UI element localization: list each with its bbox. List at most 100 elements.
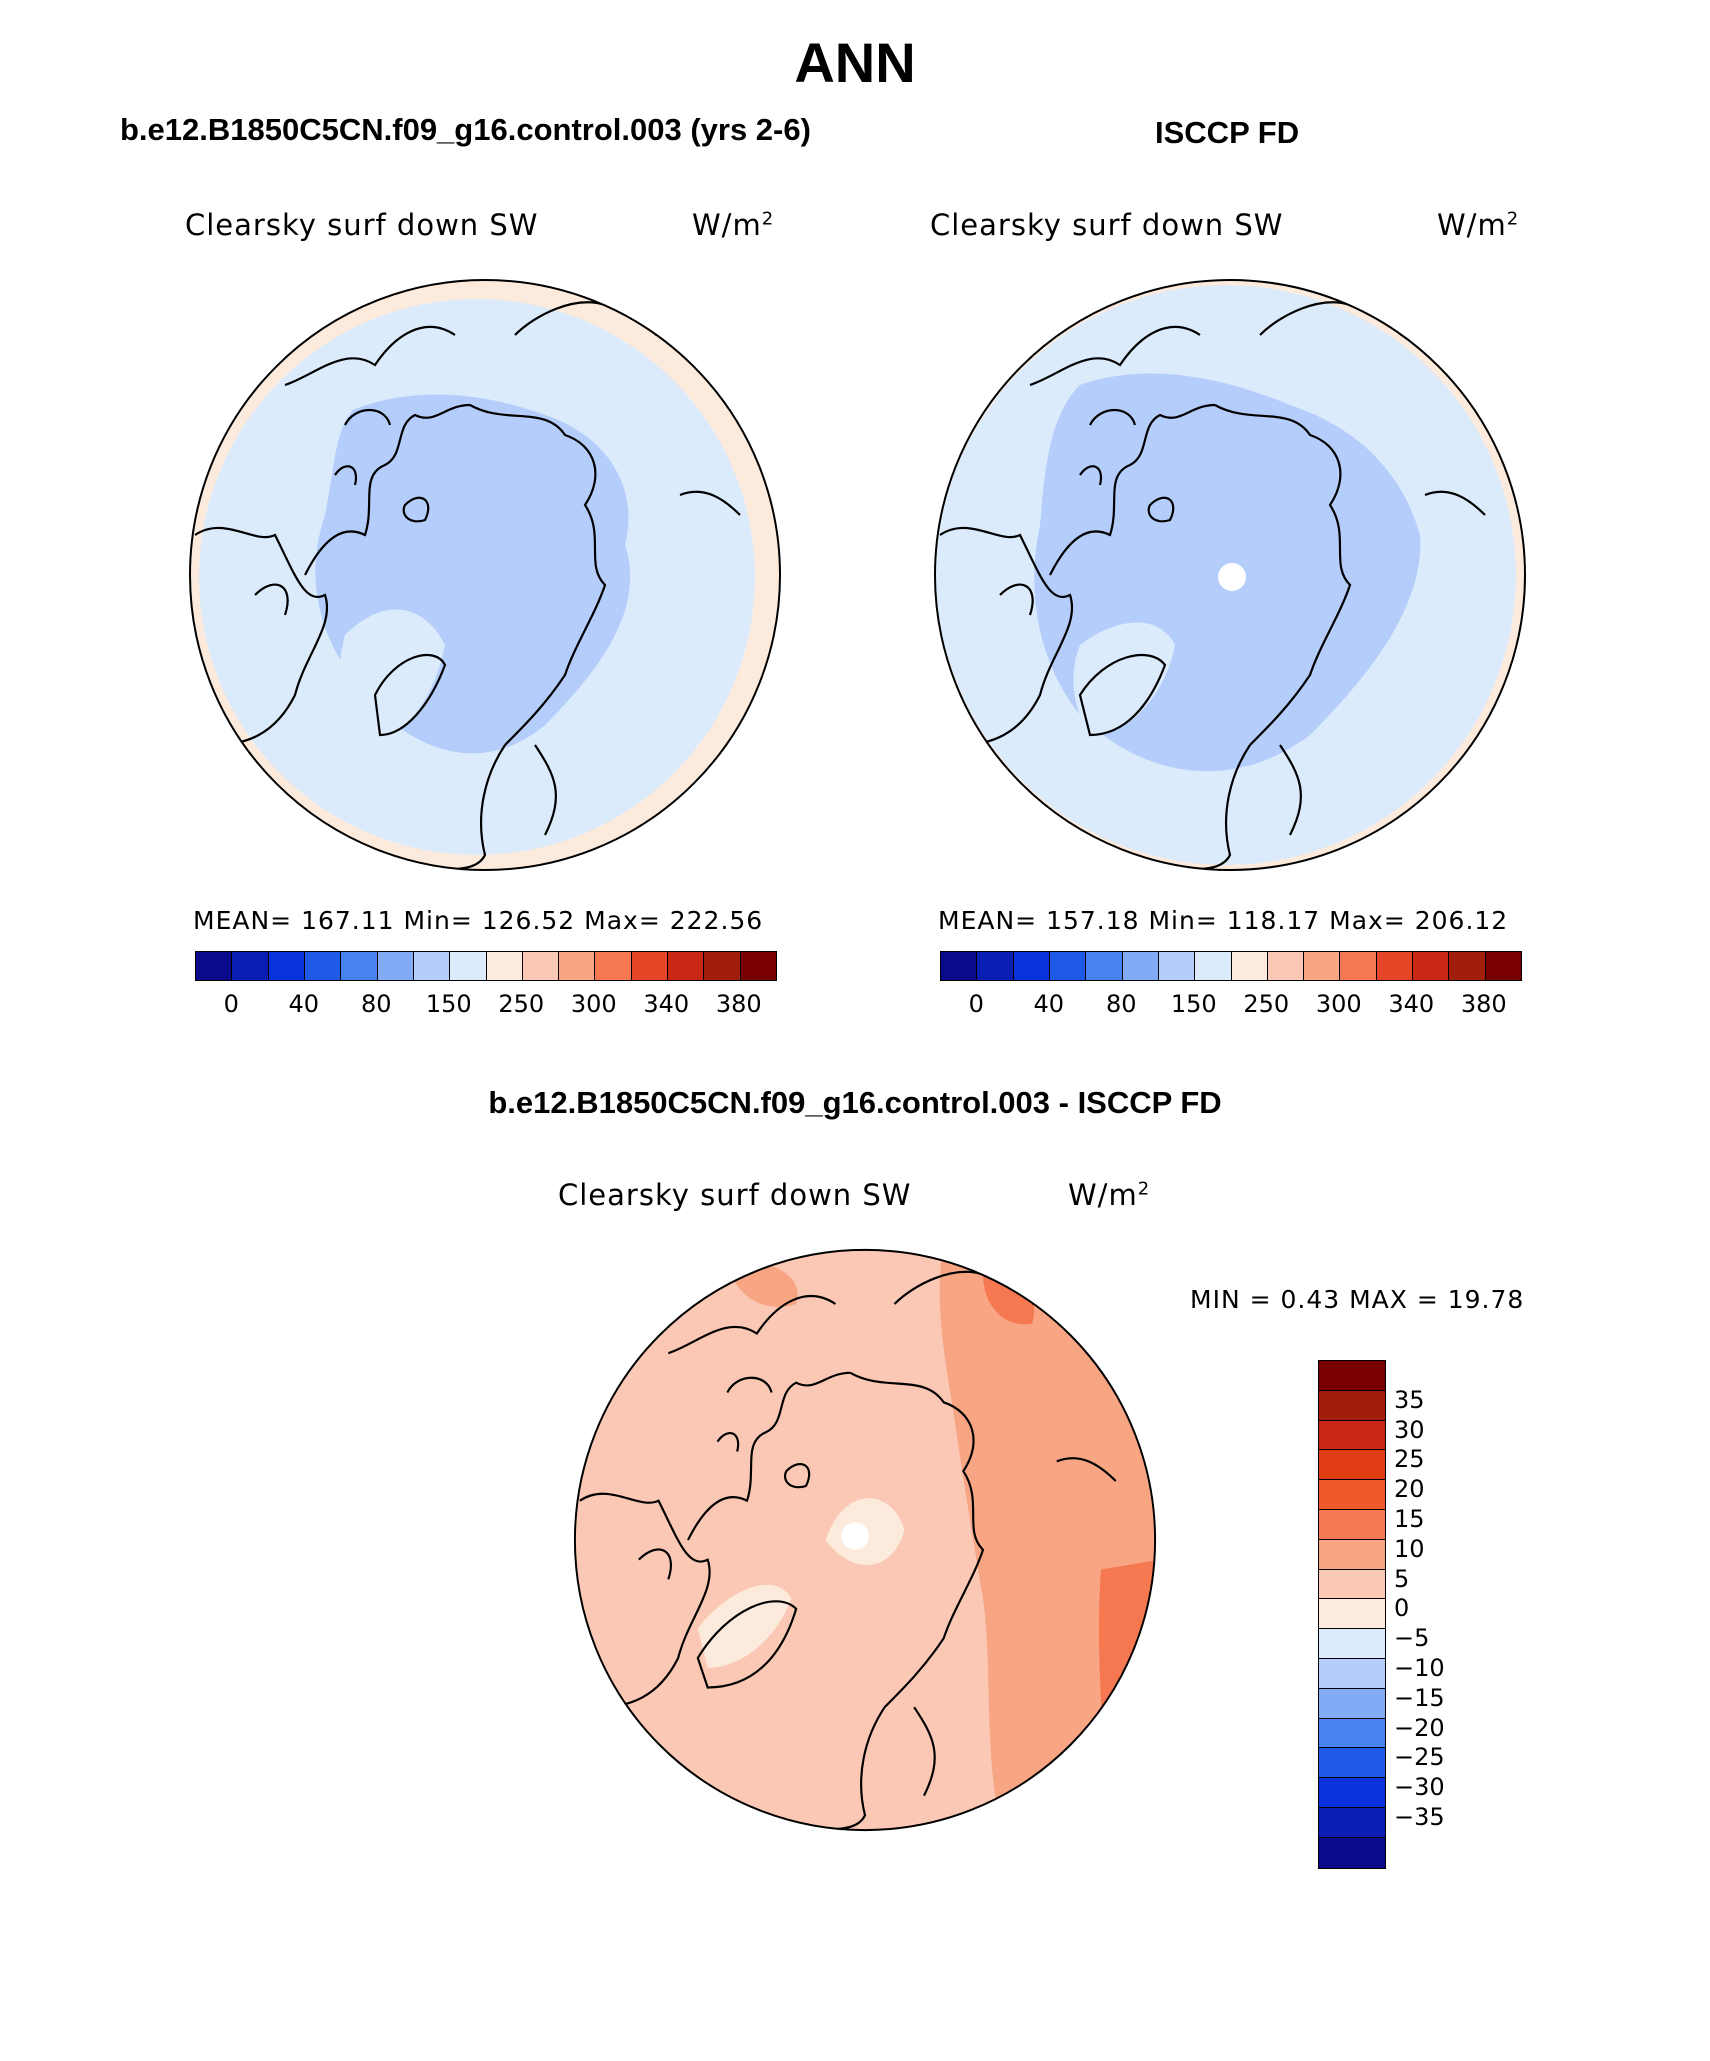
variable-label: Clearsky surf down SW <box>185 208 539 242</box>
colorbar-tick-label: 150 <box>1170 990 1217 1018</box>
colorbar-swatch <box>1340 952 1377 980</box>
colorbar-swatch <box>1122 952 1159 980</box>
map-boundary <box>573 1248 1157 1832</box>
colorbar-tick-label: 250 <box>498 990 545 1018</box>
colorbar-ticks-model: 0 40 80 150 250 300 340 380 <box>195 990 775 1020</box>
colorbar-tick-label: 25 <box>1394 1445 1425 1474</box>
colorbar-tick-label: 40 <box>1033 990 1065 1018</box>
map-fill-greenland <box>1073 622 1175 735</box>
colorbar-swatch <box>450 952 487 980</box>
colorbar-tick-label: 250 <box>1243 990 1290 1018</box>
colorbar-swatch <box>1413 952 1450 980</box>
figure-title: ANN <box>794 31 916 94</box>
colorbar-swatch <box>1195 952 1232 980</box>
colorbar-tick-label: 80 <box>1105 990 1137 1018</box>
colorbar-tick-label: 0 <box>1394 1594 1410 1623</box>
units-label: W/m2 <box>1068 1178 1151 1212</box>
colorbar-swatch <box>977 952 1014 980</box>
colorbar-swatch <box>1013 952 1050 980</box>
stats-model: MEAN= 167.11 Min= 126.52 Max= 222.56 <box>193 906 764 935</box>
variable-label: Clearsky surf down SW <box>930 208 1284 242</box>
colorbar-swatch <box>377 952 414 980</box>
colorbar-swatch <box>1319 1509 1385 1540</box>
colorbar-tick-label: 300 <box>1315 990 1362 1018</box>
units-label: W/m2 <box>1437 208 1520 242</box>
colorbar-obs <box>940 951 1522 981</box>
colorbar-swatch <box>1267 952 1305 980</box>
colorbar-swatch <box>1319 1778 1385 1808</box>
colorbar-tick-label: −35 <box>1394 1803 1445 1831</box>
colorbar-swatch <box>1319 1450 1385 1481</box>
colorbar-swatch <box>268 952 305 980</box>
colorbar-swatch <box>595 952 632 980</box>
colorbar-tick-label: −10 <box>1394 1654 1445 1682</box>
panel-title-diff: b.e12.B1850C5CN.f09_g16.control.003 - IS… <box>488 1085 1222 1120</box>
colorbar-tick-label: −15 <box>1394 1683 1445 1712</box>
colorbar-swatch <box>941 952 978 980</box>
colorbar-swatch <box>559 952 596 980</box>
polar-map-obs <box>934 279 1526 871</box>
colorbar-swatch <box>1376 952 1414 980</box>
colorbar-swatch <box>232 952 269 980</box>
colorbar-tick-label: 5 <box>1394 1564 1410 1593</box>
colorbar-swatch <box>522 952 560 980</box>
colorbar-ticks-diff: 35 30 25 20 15 10 5 0 −5 −10 −15 −20 −25 −30 −35 <box>1394 1360 1484 1870</box>
colorbar-swatch <box>631 952 669 980</box>
colorbar-swatch <box>1319 1718 1385 1749</box>
colorbar-swatch <box>1319 1629 1385 1659</box>
panel-title-model: b.e12.B1850C5CN.f09_g16.control.003 (yrs… <box>120 112 811 147</box>
colorbar-swatch <box>1319 1688 1385 1719</box>
colorbar-swatch <box>1319 1748 1385 1779</box>
stats-obs: MEAN= 157.18 Min= 118.17 Max= 206.12 <box>938 906 1509 935</box>
colorbar-tick-label: −30 <box>1394 1773 1445 1802</box>
map-pole-missing <box>841 1522 869 1550</box>
panel-title-obs: ISCCP FD <box>1155 115 1300 150</box>
colorbar-tick-label: 30 <box>1394 1415 1425 1444</box>
colorbar-tick-label: 80 <box>360 990 392 1018</box>
colorbar-tick-label: −20 <box>1394 1713 1445 1742</box>
colorbar-swatch <box>1319 1807 1385 1838</box>
colorbar-tick-label: 40 <box>288 990 320 1018</box>
colorbar-swatch <box>1485 952 1521 980</box>
map-pole-missing <box>1218 563 1246 591</box>
colorbar-swatch <box>1449 952 1486 980</box>
colorbar-swatch <box>1319 1837 1385 1868</box>
colorbar-swatch <box>704 952 741 980</box>
polar-map-diff <box>573 1248 1157 1832</box>
colorbar-tick-label: −25 <box>1394 1743 1445 1772</box>
map-boundary <box>934 279 1526 871</box>
colorbar-swatch <box>1319 1569 1385 1600</box>
colorbar-diff <box>1318 1360 1386 1869</box>
colorbar-swatch <box>413 952 451 980</box>
colorbar-swatch <box>1319 1390 1385 1421</box>
colorbar-tick-label: 340 <box>1388 990 1435 1018</box>
colorbar-swatch <box>1049 952 1087 980</box>
colorbar-swatch <box>1319 1539 1385 1570</box>
colorbar-tick-label: 380 <box>1460 990 1507 1018</box>
colorbar-swatch <box>668 952 705 980</box>
colorbar-tick-label: 300 <box>570 990 617 1018</box>
stats-diff: MIN = 0.43 MAX = 19.78 <box>1190 1285 1525 1314</box>
colorbar-tick-label: 150 <box>425 990 472 1018</box>
colorbar-swatch <box>486 952 523 980</box>
colorbar-swatch <box>1086 952 1123 980</box>
colorbar-tick-label: 380 <box>715 990 762 1018</box>
colorbar-tick-label: 340 <box>643 990 690 1018</box>
colorbar-swatch <box>1158 952 1196 980</box>
colorbar-swatch <box>740 952 776 980</box>
colorbar-tick-label: 10 <box>1394 1534 1425 1563</box>
colorbar-swatch <box>1304 952 1341 980</box>
colorbar-tick-label: 0 <box>968 990 984 1018</box>
units-label: W/m2 <box>692 208 775 242</box>
colorbar-swatch <box>196 952 233 980</box>
map-fill-greenland <box>338 609 445 745</box>
map-boundary <box>189 279 781 871</box>
colorbar-swatch <box>304 952 342 980</box>
colorbar-tick-label: 0 <box>223 990 239 1018</box>
colorbar-model <box>195 951 777 981</box>
colorbar-tick-label: 15 <box>1394 1505 1425 1533</box>
colorbar-swatch <box>1319 1658 1385 1689</box>
colorbar-swatch <box>1319 1361 1385 1391</box>
colorbar-ticks-obs: 0 40 80 150 250 300 340 380 <box>940 990 1520 1020</box>
colorbar-tick-label: −5 <box>1394 1624 1430 1653</box>
